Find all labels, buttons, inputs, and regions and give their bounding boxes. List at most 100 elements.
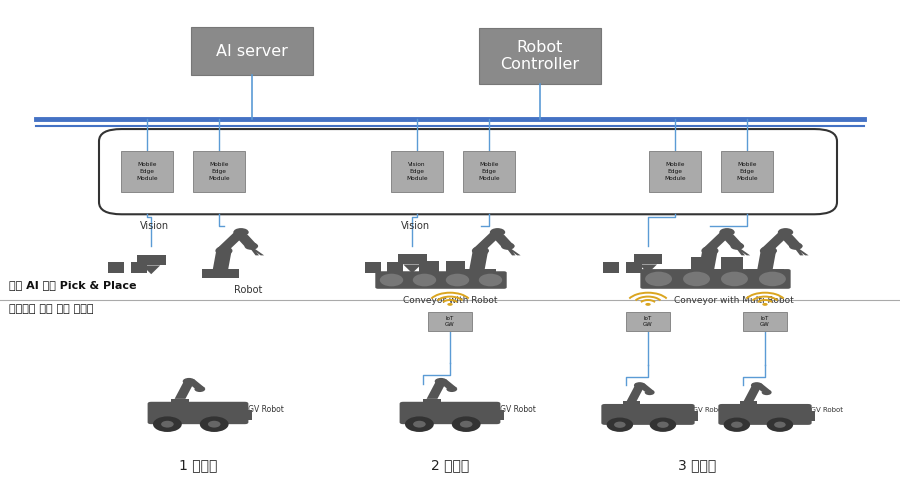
Polygon shape: [212, 251, 231, 269]
Polygon shape: [757, 251, 776, 269]
Bar: [740, 401, 757, 406]
Text: Vision
Edge
Module: Vision Edge Module: [406, 162, 428, 181]
Bar: [634, 254, 662, 264]
FancyBboxPatch shape: [641, 269, 791, 289]
Circle shape: [447, 303, 453, 306]
Circle shape: [490, 228, 505, 236]
Circle shape: [789, 243, 803, 250]
Circle shape: [719, 228, 734, 236]
Circle shape: [724, 417, 750, 432]
Text: 3 차년도: 3 차년도: [679, 458, 716, 472]
Circle shape: [446, 386, 457, 392]
Circle shape: [761, 390, 771, 395]
Bar: [626, 262, 642, 273]
Circle shape: [153, 416, 182, 432]
Bar: [800, 412, 814, 421]
Polygon shape: [626, 386, 644, 401]
FancyBboxPatch shape: [718, 404, 812, 425]
Text: Conveyor with Multi Robot: Conveyor with Multi Robot: [673, 296, 794, 305]
Polygon shape: [403, 264, 421, 273]
Circle shape: [472, 246, 489, 255]
Circle shape: [645, 272, 672, 286]
Bar: [398, 254, 427, 264]
Polygon shape: [703, 232, 733, 248]
Polygon shape: [778, 235, 803, 246]
Circle shape: [452, 416, 481, 432]
Bar: [446, 261, 465, 273]
Bar: [419, 261, 439, 273]
Circle shape: [215, 246, 232, 255]
Polygon shape: [175, 382, 194, 399]
Circle shape: [634, 382, 645, 389]
Circle shape: [446, 274, 469, 286]
Polygon shape: [794, 247, 808, 255]
Text: 복합센서 기반 무인 이동체: 복합센서 기반 무인 이동체: [9, 304, 94, 314]
Bar: [192, 27, 313, 75]
Text: Mobile
Edge
Module: Mobile Edge Module: [208, 162, 230, 181]
Bar: [121, 151, 173, 192]
FancyBboxPatch shape: [375, 271, 507, 289]
Circle shape: [413, 421, 426, 428]
Circle shape: [767, 417, 793, 432]
FancyBboxPatch shape: [400, 402, 500, 424]
Polygon shape: [217, 232, 248, 248]
Circle shape: [657, 422, 669, 428]
Bar: [721, 151, 773, 192]
Circle shape: [233, 228, 248, 236]
Polygon shape: [234, 235, 258, 246]
Text: Robot
Controller: Robot Controller: [500, 40, 580, 72]
Circle shape: [380, 274, 403, 286]
Text: Mobile
Edge
Module: Mobile Edge Module: [136, 162, 158, 181]
Circle shape: [614, 422, 626, 428]
FancyBboxPatch shape: [601, 404, 695, 425]
Circle shape: [683, 272, 710, 286]
Text: IoT
GW: IoT GW: [446, 316, 454, 327]
Polygon shape: [761, 232, 792, 248]
Polygon shape: [735, 247, 750, 255]
Circle shape: [501, 243, 515, 250]
Text: Mobile
Edge
Module: Mobile Edge Module: [478, 162, 500, 181]
Polygon shape: [698, 251, 717, 269]
Bar: [688, 269, 725, 278]
Circle shape: [460, 421, 473, 428]
Circle shape: [731, 422, 742, 428]
Circle shape: [607, 417, 633, 432]
Circle shape: [435, 378, 447, 385]
Polygon shape: [634, 383, 654, 392]
Circle shape: [245, 243, 258, 250]
Circle shape: [759, 272, 786, 286]
Polygon shape: [249, 247, 264, 255]
Polygon shape: [506, 247, 516, 255]
Text: 비전 AI 기반 Pick & Place: 비전 AI 기반 Pick & Place: [9, 280, 137, 290]
Circle shape: [778, 228, 793, 236]
Bar: [364, 262, 381, 273]
FancyBboxPatch shape: [148, 402, 248, 424]
Bar: [649, 151, 701, 192]
Bar: [423, 399, 441, 404]
Bar: [721, 257, 743, 271]
Polygon shape: [469, 251, 488, 269]
Circle shape: [751, 382, 762, 389]
Bar: [690, 257, 714, 271]
Text: 2 차년도: 2 차년도: [431, 458, 469, 472]
Text: AI server: AI server: [216, 44, 288, 58]
Bar: [236, 410, 252, 420]
Circle shape: [644, 390, 654, 395]
FancyBboxPatch shape: [99, 129, 837, 214]
Bar: [488, 410, 504, 420]
Circle shape: [194, 386, 205, 392]
Circle shape: [731, 243, 744, 250]
Circle shape: [645, 303, 651, 306]
Bar: [623, 401, 640, 406]
Text: Robot: Robot: [234, 285, 263, 295]
Bar: [130, 262, 147, 273]
Text: Vision: Vision: [140, 221, 168, 231]
Bar: [603, 262, 619, 273]
Circle shape: [774, 422, 786, 428]
Polygon shape: [720, 235, 744, 246]
Text: IoT
GW: IoT GW: [644, 316, 652, 327]
Polygon shape: [436, 379, 457, 388]
Polygon shape: [249, 247, 259, 255]
Bar: [683, 412, 698, 421]
Text: Vision: Vision: [400, 221, 429, 231]
